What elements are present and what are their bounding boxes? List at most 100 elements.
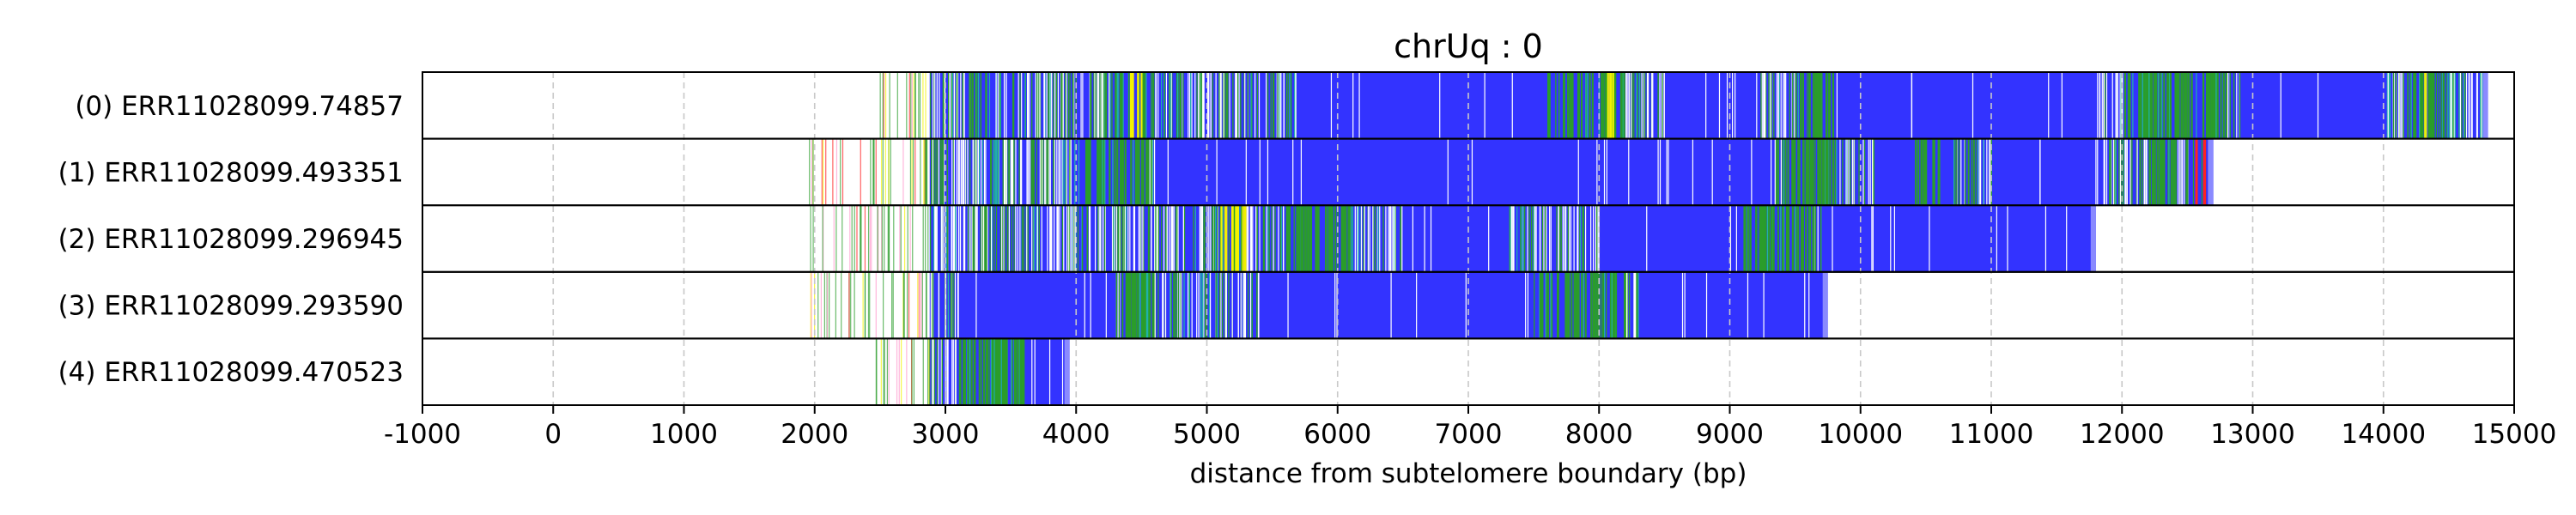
variant-stripe bbox=[2419, 72, 2421, 139]
variant-stripe bbox=[1605, 72, 1607, 139]
variant-stripe bbox=[990, 205, 993, 272]
variant-stripe bbox=[1098, 205, 1100, 272]
variant-stripe bbox=[936, 138, 939, 206]
variant-stripe bbox=[2421, 72, 2424, 139]
variant-stripe bbox=[1836, 138, 1838, 206]
variant-stripe bbox=[1637, 72, 1638, 139]
variant-stripe bbox=[1633, 72, 1635, 139]
variant-stripe bbox=[985, 205, 987, 272]
variant-stripe bbox=[993, 205, 995, 272]
variant-stripe bbox=[1565, 205, 1567, 272]
variant-stripe bbox=[888, 338, 890, 405]
variant-stripe bbox=[1915, 138, 1917, 206]
variant-stripe bbox=[930, 72, 932, 139]
variant-stripe bbox=[918, 271, 920, 339]
variant-stripe bbox=[1577, 138, 1579, 206]
variant-stripe bbox=[982, 338, 985, 405]
variant-stripe bbox=[1801, 72, 1804, 139]
variant-stripe bbox=[964, 205, 966, 272]
variant-stripe bbox=[854, 271, 855, 339]
variant-stripe bbox=[1202, 271, 1204, 339]
variant-stripe bbox=[967, 138, 969, 206]
variant-stripe bbox=[1099, 72, 1101, 139]
variant-stripe bbox=[884, 338, 885, 405]
variant-stripe bbox=[1164, 205, 1167, 272]
variant-stripe bbox=[1596, 138, 1598, 206]
variant-stripe bbox=[2163, 138, 2166, 206]
variant-stripe bbox=[1544, 205, 1546, 272]
variant-stripe bbox=[1036, 138, 1038, 206]
variant-stripe bbox=[1054, 138, 1056, 206]
variant-stripe bbox=[1246, 205, 1248, 272]
variant-stripe bbox=[924, 138, 927, 206]
variant-stripe bbox=[930, 205, 932, 272]
variant-stripe bbox=[1797, 205, 1800, 272]
variant-stripe bbox=[1019, 338, 1022, 405]
variant-stripe bbox=[1225, 72, 1227, 139]
variant-stripe bbox=[1749, 205, 1752, 272]
variant-stripe bbox=[1066, 205, 1068, 272]
variant-stripe bbox=[1377, 205, 1379, 272]
variant-stripe bbox=[1148, 138, 1150, 206]
variant-stripe bbox=[940, 338, 942, 405]
variant-stripe bbox=[1805, 205, 1807, 272]
variant-stripe bbox=[1334, 205, 1337, 272]
variant-stripe bbox=[2127, 72, 2129, 139]
variant-stripe bbox=[2480, 72, 2482, 139]
variant-stripe bbox=[1382, 205, 1384, 272]
variant-stripe bbox=[1545, 271, 1546, 339]
variant-stripe bbox=[860, 205, 862, 272]
variant-stripe bbox=[1204, 205, 1206, 272]
variant-stripe bbox=[1145, 72, 1147, 139]
variant-stripe bbox=[1072, 205, 1075, 272]
variant-stripe bbox=[2401, 72, 2403, 139]
variant-stripe bbox=[941, 205, 943, 272]
variant-stripe bbox=[840, 138, 841, 206]
variant-stripe bbox=[1233, 205, 1236, 272]
variant-stripe bbox=[2161, 72, 2163, 139]
variant-stripe bbox=[2454, 72, 2456, 139]
variant-stripe bbox=[1390, 271, 1392, 339]
variant-stripe bbox=[1237, 72, 1239, 139]
variant-stripe bbox=[2101, 72, 2103, 139]
variant-stripe bbox=[856, 205, 858, 272]
variant-stripe bbox=[1345, 205, 1347, 272]
variant-stripe bbox=[1157, 271, 1159, 339]
read-row: (0) ERR11028099.74857 bbox=[75, 72, 2514, 139]
variant-stripe bbox=[1048, 338, 1051, 405]
variant-stripe bbox=[1162, 271, 1163, 339]
variant-stripe bbox=[1157, 205, 1159, 272]
variant-stripe bbox=[973, 338, 975, 405]
variant-stripe bbox=[2172, 138, 2175, 206]
variant-stripe bbox=[1098, 72, 1100, 139]
variant-stripe bbox=[1602, 72, 1605, 139]
variant-stripe bbox=[1053, 138, 1054, 206]
variant-stripe bbox=[1151, 271, 1154, 339]
variant-stripe bbox=[999, 205, 1001, 272]
variant-stripe bbox=[1265, 72, 1267, 139]
variant-stripe bbox=[1121, 138, 1124, 206]
variant-stripe bbox=[1143, 205, 1145, 272]
variant-stripe bbox=[2148, 72, 2150, 139]
variant-stripe bbox=[1765, 205, 1767, 272]
variant-stripe bbox=[1119, 138, 1122, 206]
variant-stripe bbox=[914, 72, 916, 139]
chart-title: chrUq : 0 bbox=[1394, 27, 1543, 65]
variant-stripe bbox=[1789, 72, 1790, 139]
variant-stripe bbox=[814, 271, 816, 339]
row-frame bbox=[422, 337, 2515, 406]
variant-stripe bbox=[1130, 72, 1133, 139]
variant-stripe bbox=[1109, 72, 1111, 139]
variant-stripe bbox=[1763, 72, 1765, 139]
variant-stripe bbox=[1597, 205, 1599, 272]
x-tick-label: 15000 bbox=[2472, 419, 2557, 450]
variant-stripe bbox=[999, 72, 1001, 139]
variant-stripe bbox=[1111, 72, 1113, 139]
variant-stripe bbox=[1760, 72, 1762, 139]
variant-stripe bbox=[1635, 271, 1637, 339]
variant-stripe bbox=[1540, 271, 1542, 339]
variant-stripe bbox=[1131, 271, 1133, 339]
variant-stripe bbox=[1068, 205, 1070, 272]
variant-stripe bbox=[1279, 72, 1281, 139]
variant-stripe bbox=[1300, 205, 1303, 272]
